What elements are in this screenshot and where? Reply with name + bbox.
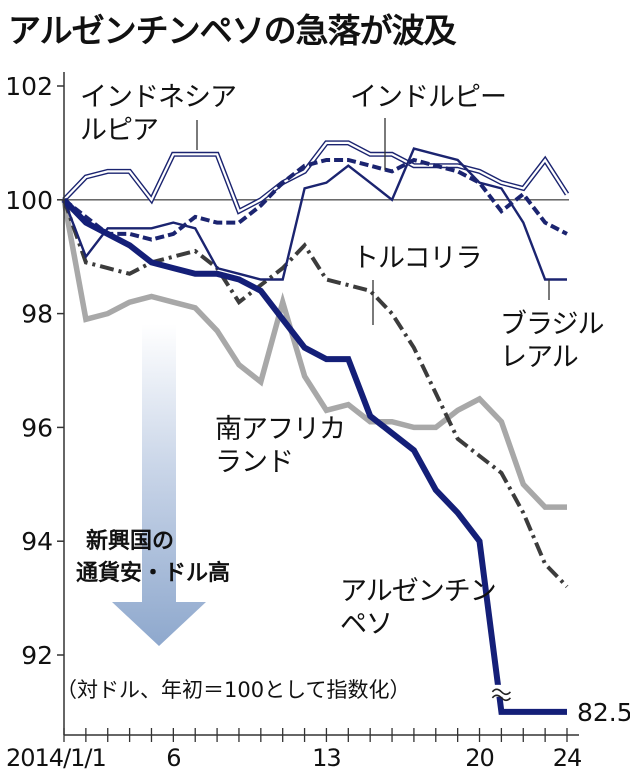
- down-arrow: [112, 324, 206, 646]
- x-tick-label: 20: [465, 744, 494, 772]
- y-tick-label: 96: [21, 413, 53, 442]
- callout-line-1: 新興国の: [86, 528, 174, 554]
- x-tick-label: 13: [312, 744, 341, 772]
- series-line-ars: [61, 197, 567, 715]
- series-label-try: トルコリラ: [352, 243, 481, 274]
- chart-note: （対ドル、年初＝100として指数化）: [56, 678, 410, 702]
- y-tick-label: 98: [21, 300, 53, 329]
- end-value-label: 82.5: [577, 698, 630, 727]
- x-tick-label: 6: [166, 744, 180, 772]
- series-line-inr: [62, 157, 568, 242]
- y-tick-label: 102: [5, 72, 53, 101]
- series-label-zar: 南アフリカ: [215, 414, 345, 445]
- series-line-zar: [61, 199, 567, 510]
- series-label-ars: アルゼンチン: [340, 576, 496, 607]
- x-tick-label: 24: [553, 744, 582, 772]
- x-tick-label: 2014/1/1: [6, 744, 106, 772]
- series-line-idr-inner: [63, 141, 568, 213]
- series-label-brl: レアル: [500, 342, 578, 373]
- series-label-zar: ランド: [215, 447, 293, 478]
- chart-title: アルゼンチンペソの急落が波及: [8, 11, 457, 50]
- y-tick-label: 92: [21, 641, 53, 670]
- series-label-inr: インドルピー: [350, 82, 506, 113]
- series-line-brl: [62, 147, 567, 281]
- series-line-try: [62, 199, 569, 589]
- y-tick-label: 94: [21, 527, 53, 556]
- series-label-brl: ブラジル: [500, 309, 603, 340]
- axis-break-mark: [491, 688, 512, 696]
- axis-break-mark: [491, 694, 512, 702]
- callout-line-2: 通貨安・ドル高: [76, 560, 230, 586]
- y-tick-label: 100: [5, 186, 53, 215]
- series-label-idr: インドネシア: [80, 82, 236, 113]
- series-label-ars: ペソ: [340, 609, 392, 640]
- series-label-idr: ルピア: [80, 115, 158, 146]
